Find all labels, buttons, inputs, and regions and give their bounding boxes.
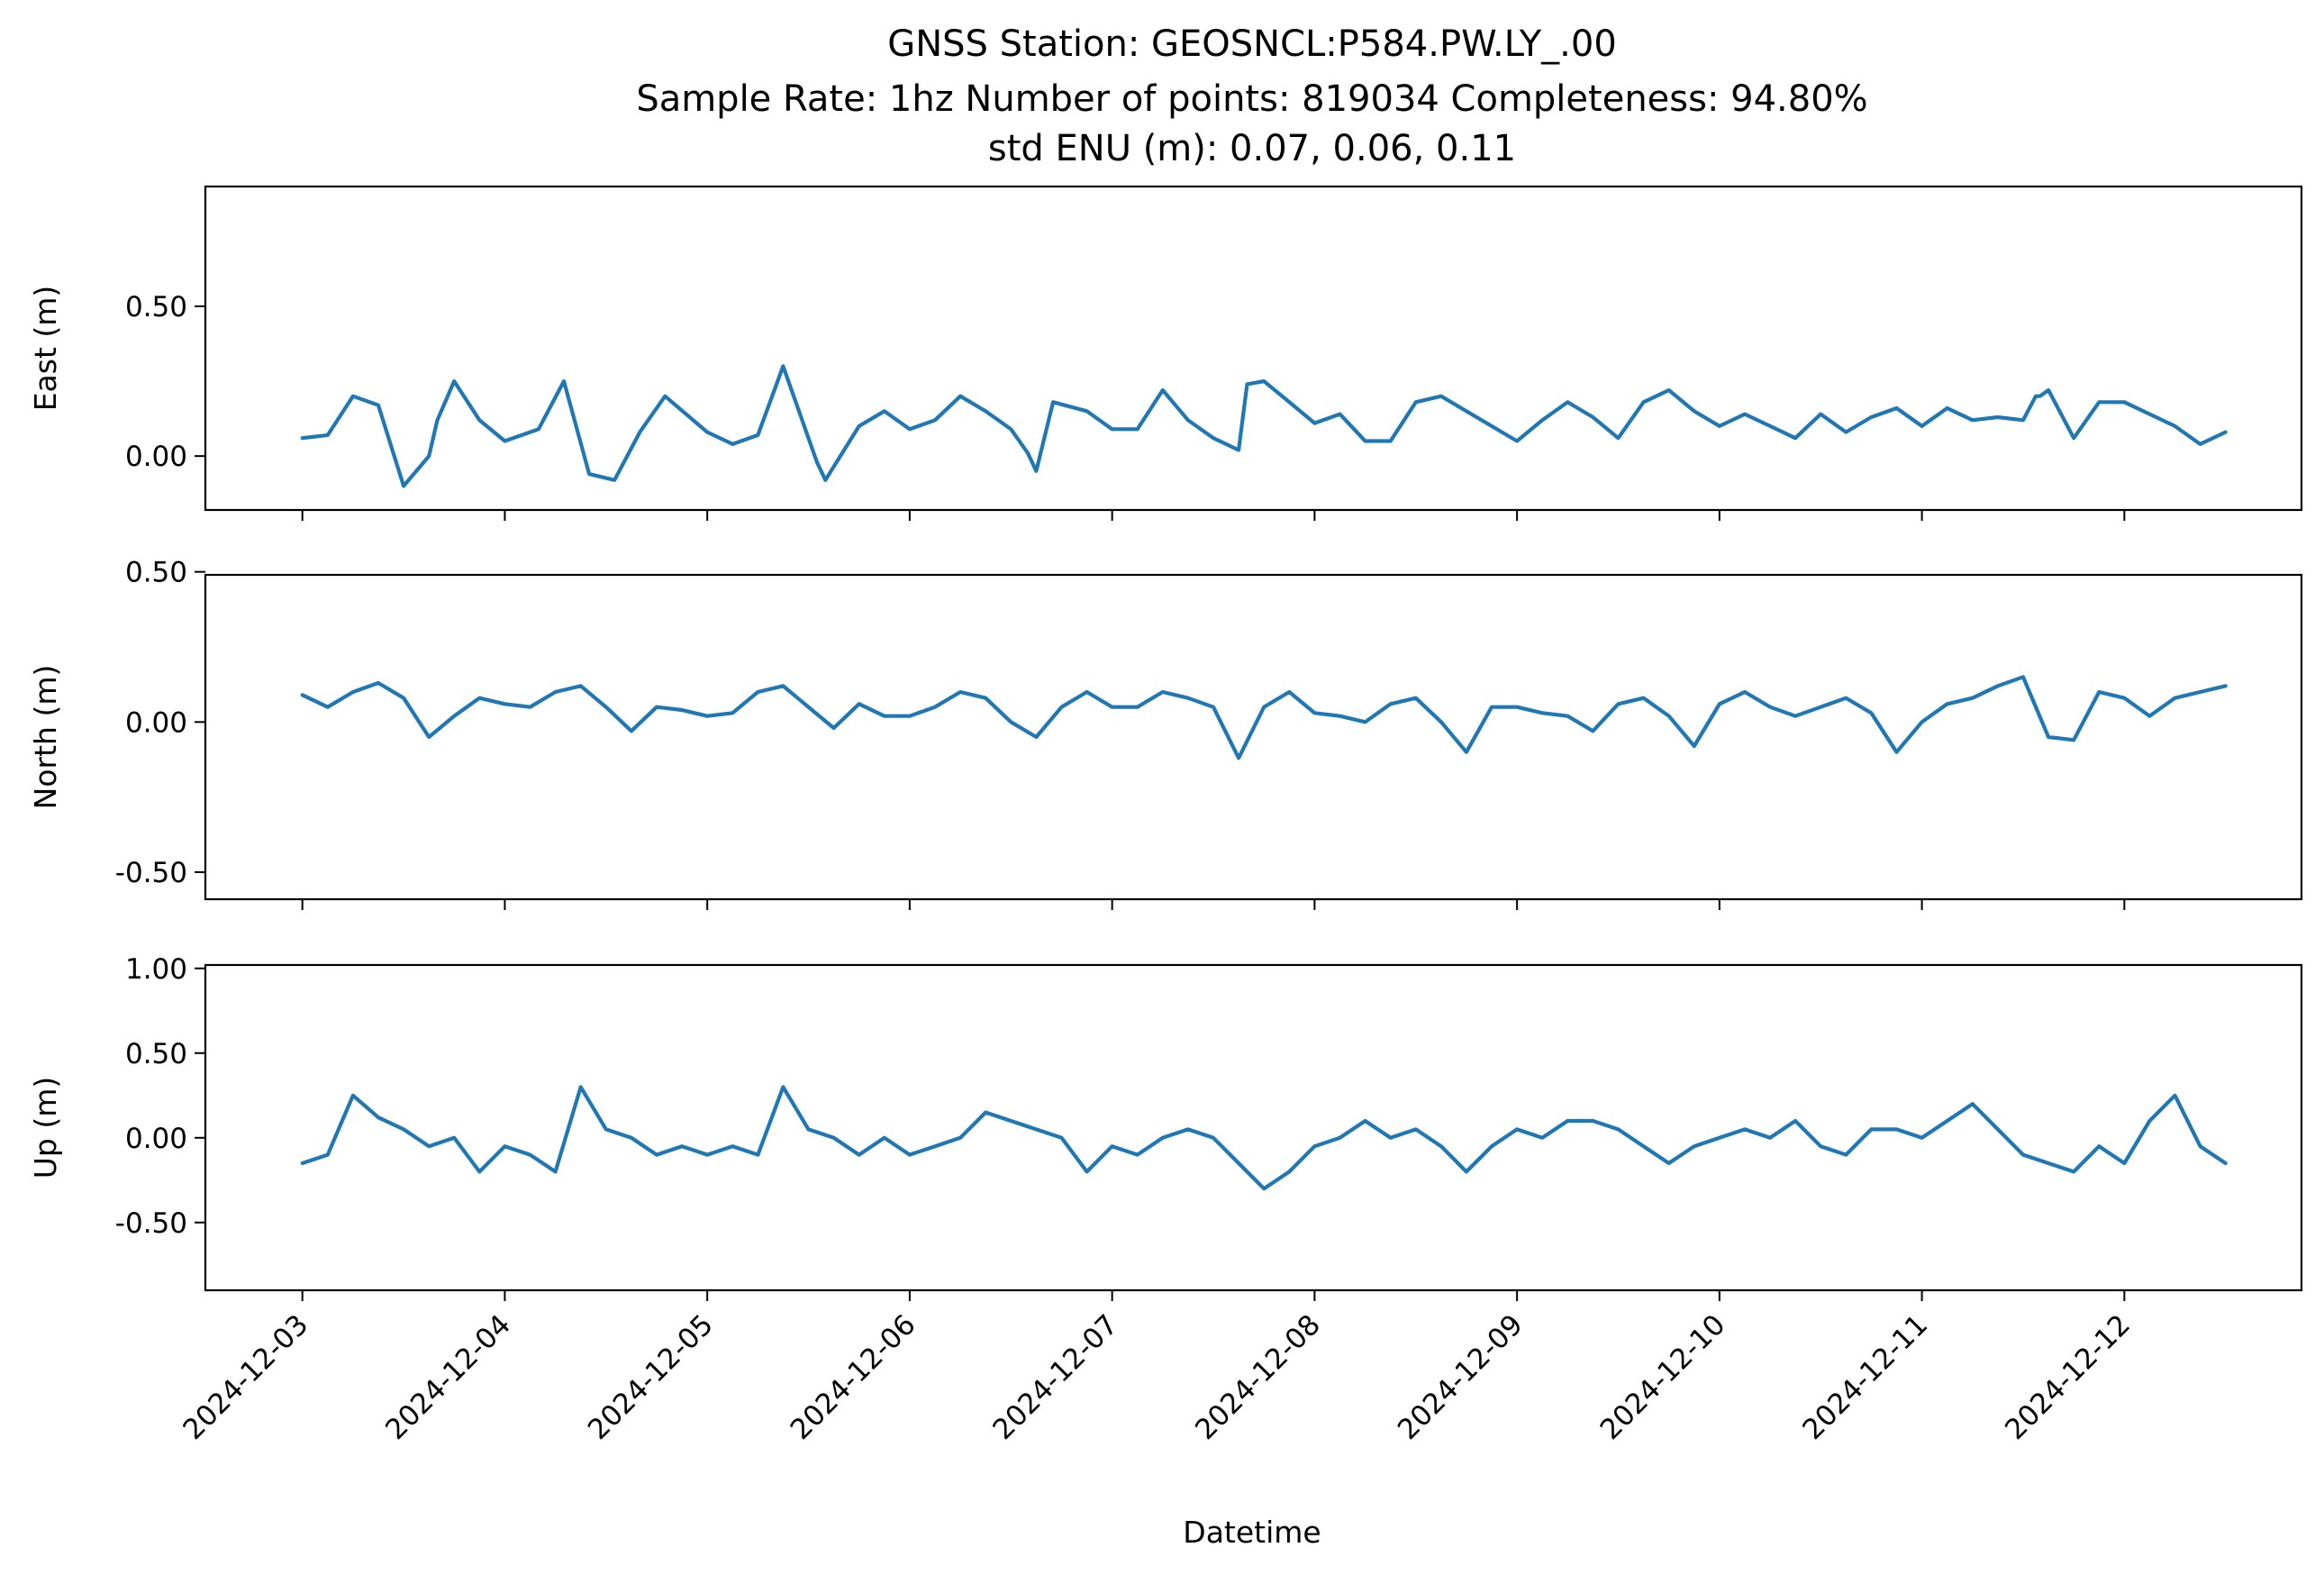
y-tick-label-north: 0.50 — [125, 557, 187, 589]
y-axis-label-up: Up (m) — [28, 1077, 63, 1179]
panel-north: -0.50 0.00 0.50 North (m) — [28, 557, 2303, 910]
x-tick-label: 2024-12-03 — [177, 1308, 314, 1446]
plot-frame-up — [204, 963, 2303, 1292]
title-line-2: Sample Rate: 1hz Number of points: 81903… — [636, 78, 1867, 120]
y-tick-label-east: 0.50 — [125, 291, 187, 323]
title-line-3: std ENU (m): 0.07, 0.06, 0.11 — [988, 128, 1516, 169]
x-tick-label: 2024-12-08 — [1189, 1308, 1327, 1446]
y-tick-label-up: 0.00 — [125, 1123, 187, 1155]
plot-frame-north — [204, 573, 2303, 901]
series-line-up — [300, 1085, 2228, 1191]
x-tick-label: 2024-12-06 — [785, 1308, 922, 1446]
y-tick-label-north: 0.00 — [125, 706, 187, 739]
y-axis-label-east: East (m) — [28, 286, 63, 412]
y-tick-label-north: -0.50 — [115, 857, 187, 889]
series-line-east — [300, 364, 2228, 488]
panel-up: -0.50 0.00 0.50 1.00 Up (m) — [28, 953, 2303, 1301]
y-axis-label-north: North (m) — [28, 665, 63, 810]
x-tick-label: 2024-12-12 — [1999, 1308, 2137, 1446]
x-tick-label: 2024-12-10 — [1594, 1308, 1732, 1446]
x-tick-label: 2024-12-05 — [582, 1308, 720, 1446]
figure-title: GNSS Station: GEOSNCL:P584.PW.LY_.00 Sam… — [636, 23, 1867, 169]
title-line-1: GNSS Station: GEOSNCL:P584.PW.LY_.00 — [887, 23, 1617, 65]
y-tick-label-up: 1.00 — [125, 953, 187, 986]
x-tick-label: 2024-12-09 — [1392, 1308, 1530, 1446]
x-tick-label: 2024-12-11 — [1796, 1308, 1934, 1446]
y-tick-label-up: 0.50 — [125, 1038, 187, 1070]
y-tick-label-up: -0.50 — [115, 1207, 187, 1240]
panel-east: 0.00 0.50 East (m) — [28, 185, 2303, 521]
x-axis: 2024-12-03 2024-12-04 2024-12-05 2024-12-06… — [177, 1308, 2137, 1446]
x-tick-label: 2024-12-04 — [379, 1308, 517, 1446]
series-line-north — [300, 675, 2228, 760]
plot-frame-east — [204, 185, 2303, 512]
x-tick-label: 2024-12-07 — [986, 1308, 1124, 1446]
y-tick-label-east: 0.00 — [125, 441, 187, 473]
x-axis-label: Datetime — [1183, 1515, 1321, 1550]
